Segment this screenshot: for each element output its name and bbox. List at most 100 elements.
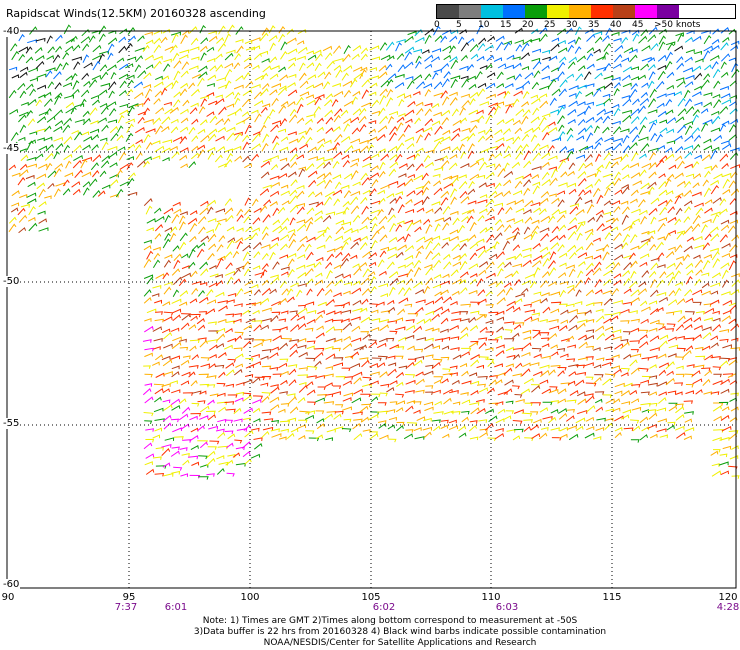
wind-barb [567,119,576,125]
wind-barb [502,190,511,197]
wind-barb [362,189,371,195]
wind-barb [208,243,217,250]
wind-barb [263,115,271,125]
wind-barb [191,56,200,61]
wind-barb [629,310,638,314]
wind-barb [317,138,326,144]
wind-barb [82,118,91,126]
wind-barb [484,216,495,222]
wind-barb [439,155,448,161]
wind-barb [710,110,720,116]
wind-barb [648,355,658,359]
wind-barb [46,116,56,123]
wind-barb [244,373,254,378]
wind-barb [612,156,622,161]
wind-barb [152,259,161,268]
wind-barb [259,205,268,213]
wind-barb [658,173,666,179]
wind-barb [622,145,631,154]
wind-barb [603,211,612,216]
wind-barb [188,82,196,90]
wind-barb [81,171,92,178]
wind-barb [712,366,722,371]
wind-barb [494,401,504,405]
wind-barb [495,428,504,432]
wind-barb [719,234,728,243]
wind-barb [703,391,712,395]
wind-barb [514,199,524,205]
wind-barb [479,194,488,199]
wind-barb [253,442,263,450]
wind-barb [730,118,739,125]
wind-barb [108,81,117,91]
wind-barb [585,395,595,404]
wind-barb [639,416,649,424]
wind-barb [515,252,523,260]
wind-barb [656,80,665,90]
wind-barb [443,54,452,61]
wind-barb [709,55,720,61]
wind-barb [640,402,651,407]
wind-barb [232,318,242,323]
wind-barb [117,125,124,133]
wind-barb [253,52,262,60]
wind-barb [722,344,732,349]
wind-barb [506,75,515,80]
wind-barb [236,227,244,232]
wind-barb [532,126,541,133]
wind-barb [397,264,406,269]
wind-barb [503,179,512,187]
wind-barb [298,435,306,440]
wind-barb [225,328,233,334]
wind-barb [244,338,254,342]
wind-barb [503,388,513,395]
wind-barb [296,184,305,190]
wind-barb [443,216,452,223]
wind-barb [469,43,479,52]
wind-barb [594,289,603,295]
wind-barb [450,78,458,89]
wind-barb [603,75,614,80]
wind-barb [648,26,658,35]
wind-barb [648,147,659,152]
wind-barb [613,368,622,375]
wind-barb [684,125,693,135]
wind-barb [306,375,317,379]
wind-barb [514,127,523,134]
wind-barb [198,65,208,73]
wind-barb [271,83,281,88]
wind-barb [675,413,685,421]
wind-barb [521,351,531,357]
wind-barb [682,67,693,73]
wind-barb [143,97,151,105]
wind-barb [648,171,657,179]
wind-barb [614,390,623,395]
wind-barb [101,141,109,151]
wind-barb [586,63,595,70]
wind-barb [515,144,523,153]
wind-barb [215,208,225,213]
wind-barb [287,171,297,178]
wind-barb [524,216,533,224]
wind-barb [569,203,579,207]
wind-barb [676,365,684,370]
wind-barb [344,376,354,380]
wind-barb [288,238,297,249]
wind-barb [522,342,532,349]
wind-barb [440,146,451,152]
wind-barb [404,109,415,117]
wind-barb [731,279,740,287]
wind-barb [62,188,71,196]
wind-barb [416,81,426,90]
wind-barb [566,358,576,362]
wind-barb [145,39,154,45]
wind-barb [568,188,577,195]
wind-barb [532,60,542,70]
wind-barb [47,46,55,54]
wind-barb [44,125,52,132]
wind-barb [729,147,740,152]
wind-barb [568,371,577,377]
wind-barb [659,119,667,124]
wind-barb [37,210,46,215]
wind-barb [353,280,361,286]
